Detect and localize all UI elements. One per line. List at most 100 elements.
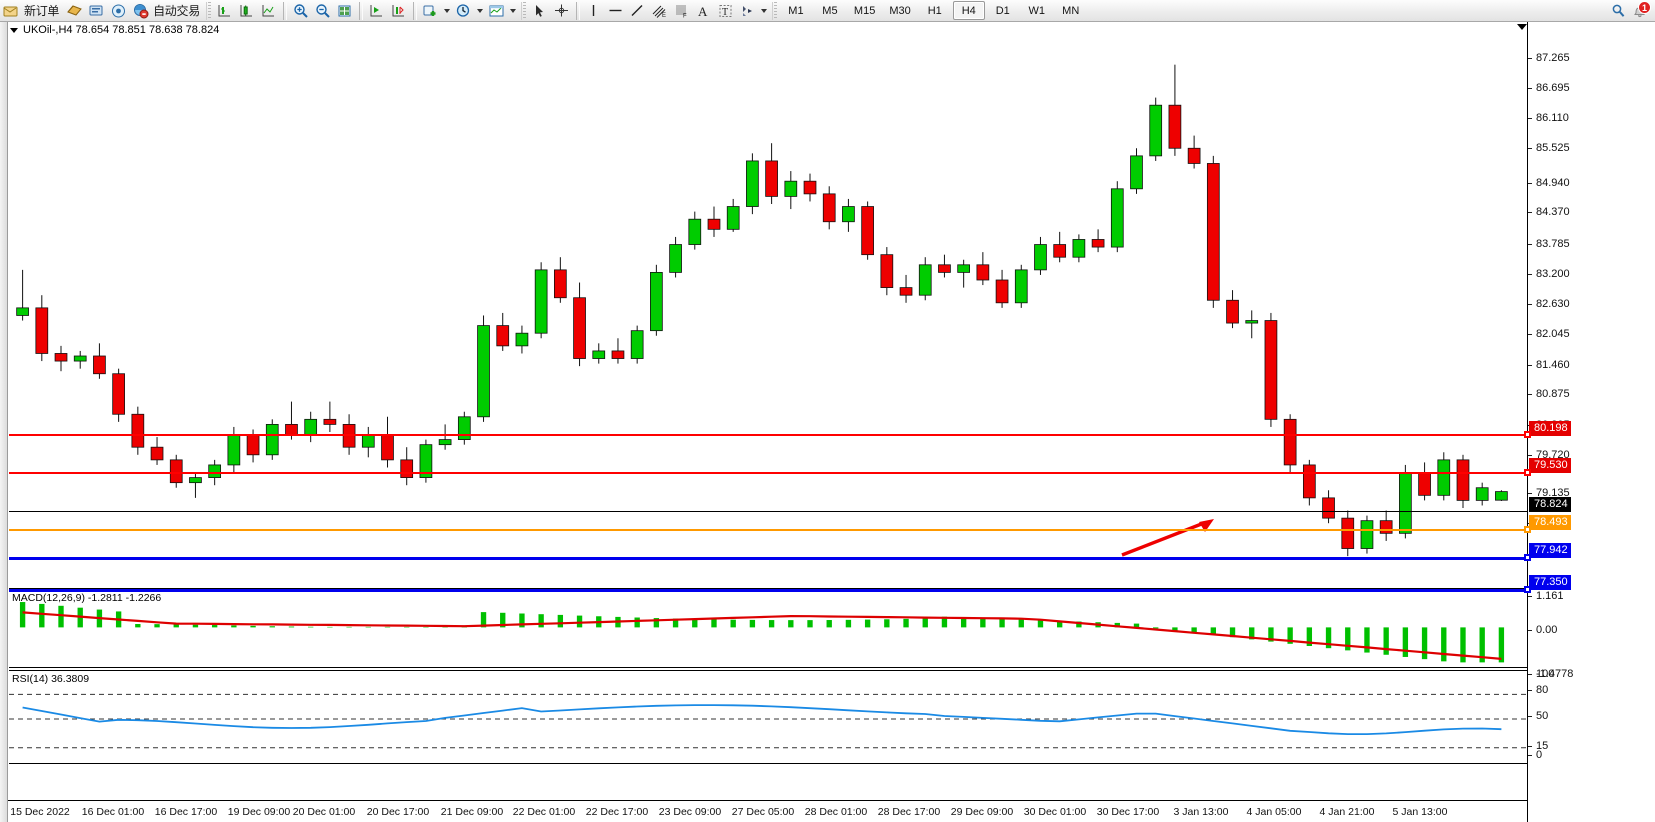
rsi-pane <box>9 693 1526 749</box>
candlestick-chart-icon[interactable] <box>236 1 258 21</box>
level-badge-77942[interactable]: 77.942 <box>1529 543 1571 558</box>
time-tick: 4 Jan 05:00 <box>1246 806 1302 818</box>
time-scale[interactable]: 15 Dec 2022 16 Dec 01:00 16 Dec 17:00 19 De… <box>8 800 1527 822</box>
new-order-icon[interactable] <box>0 1 22 21</box>
data-window-icon[interactable] <box>85 1 107 21</box>
shapes-dropdown-caret[interactable] <box>759 1 770 21</box>
candle-body <box>669 244 682 273</box>
price-scale[interactable]: 87.265 86.695 86.110 85.525 84.940 84.370 83.7… <box>1527 22 1655 822</box>
toolbar-grip-3[interactable] <box>771 1 778 20</box>
level-line-handle[interactable] <box>1524 469 1531 476</box>
autotrading-label[interactable]: 自动交易 <box>153 4 200 18</box>
new-order-label[interactable]: 新订单 <box>24 4 60 18</box>
templates-icon[interactable] <box>486 1 508 21</box>
time-tick: 28 Dec 01:00 <box>804 806 868 818</box>
templates-dropdown-caret[interactable] <box>508 1 519 21</box>
timeframe-button-m30[interactable]: M30 <box>889 4 911 17</box>
text-icon[interactable]: A <box>693 1 715 21</box>
last-price-badge[interactable]: 78.824 <box>1529 497 1571 512</box>
auto-scroll-icon[interactable] <box>388 1 410 21</box>
candle-body <box>842 206 855 223</box>
level-line-handle[interactable] <box>1524 526 1531 533</box>
candle-body <box>707 218 721 230</box>
timeframe-button-mn[interactable]: MN <box>1062 4 1080 17</box>
candle-body <box>457 416 471 440</box>
level-line-handle[interactable] <box>1524 554 1531 561</box>
chart-left-scrollbar[interactable] <box>0 22 8 822</box>
chart-symbol-label: UKOil-,H4 78.654 78.851 78.638 78.824 <box>23 24 220 36</box>
shapes-icon[interactable] <box>737 1 759 21</box>
macd-indicator-label[interactable]: MACD(12,26,9) -1.2811 -1.2266 <box>12 592 162 604</box>
time-tick: 30 Dec 01:00 <box>1023 806 1087 818</box>
chart-symbol-header[interactable]: UKOil-,H4 78.654 78.851 78.638 78.824 <box>10 24 219 36</box>
zoom-in-icon[interactable] <box>290 1 312 21</box>
pane-separator-rsi-bottom <box>9 763 1527 764</box>
macd-pane <box>19 602 1505 663</box>
timeframe-button-m5[interactable]: M5 <box>822 4 838 17</box>
candle-body <box>1456 459 1470 501</box>
vertical-line-icon[interactable] <box>583 1 605 21</box>
timeframe-button-h4[interactable]: H4 <box>952 1 985 20</box>
level-badge-80198[interactable]: 80.198 <box>1529 421 1571 436</box>
equidistant-channel-icon[interactable]: E <box>649 1 671 21</box>
search-icon[interactable] <box>1607 1 1629 21</box>
time-tick: 29 Dec 09:00 <box>950 806 1014 818</box>
candle-body <box>16 307 29 316</box>
level-badge-79530[interactable]: 79.530 <box>1529 458 1571 473</box>
line-chart-icon[interactable] <box>258 1 280 21</box>
chart-shift-icon[interactable] <box>366 1 388 21</box>
candle-body <box>918 264 932 296</box>
time-tick: 28 Dec 17:00 <box>877 806 941 818</box>
candle-body <box>1360 520 1374 549</box>
rsi-scale-tick: 100 <box>1528 669 1554 680</box>
period-clock-icon[interactable] <box>453 1 475 21</box>
trendline-icon[interactable] <box>627 1 649 21</box>
navigator-icon[interactable] <box>107 1 129 21</box>
alerts-bell-icon[interactable]: 1 <box>1629 0 1651 21</box>
time-tick: 22 Dec 17:00 <box>585 806 649 818</box>
indicators-dropdown-caret[interactable] <box>442 1 453 21</box>
rsi-indicator-label[interactable]: RSI(14) 36.3809 <box>12 673 90 685</box>
candle-body <box>784 180 798 197</box>
autotrading-icon[interactable] <box>129 1 151 21</box>
tile-windows-icon[interactable] <box>334 1 356 21</box>
candle-body <box>400 459 414 479</box>
candle-body <box>227 434 241 466</box>
label-icon[interactable]: T <box>715 1 737 21</box>
level-badge-77350[interactable]: 77.350 <box>1529 575 1571 590</box>
timeframe-button-w1[interactable]: W1 <box>1028 4 1045 17</box>
toolbar-separator-3 <box>412 1 417 20</box>
period-dropdown-caret[interactable] <box>475 1 486 21</box>
zoom-out-icon[interactable] <box>312 1 334 21</box>
candle-body <box>1495 491 1508 501</box>
timeframe-button-m15[interactable]: M15 <box>853 4 876 17</box>
level-line-handle[interactable] <box>1524 586 1531 593</box>
fibonacci-icon[interactable]: F <box>671 1 693 21</box>
bar-chart-icon[interactable] <box>214 1 236 21</box>
timeframe-button-m1[interactable]: M1 <box>788 4 804 17</box>
chart-collapse-caret-icon[interactable] <box>1517 24 1527 30</box>
horizontal-line-icon[interactable] <box>605 1 627 21</box>
time-tick: 3 Jan 13:00 <box>1173 806 1229 818</box>
candle-body <box>323 418 337 425</box>
toolbar-grip[interactable] <box>205 1 212 20</box>
toolbar-grip-2[interactable] <box>520 1 527 20</box>
macd-scale-tick: 1.161 <box>1528 591 1564 602</box>
indicators-icon[interactable] <box>420 1 442 21</box>
trend-arrow[interactable] <box>1121 519 1214 557</box>
chart-menu-caret-icon[interactable] <box>10 27 18 33</box>
cursor-icon[interactable] <box>529 1 551 21</box>
candle-body <box>515 332 529 347</box>
profile-icon[interactable] <box>63 1 85 21</box>
candle-body <box>746 160 759 207</box>
timeframe-button-d1[interactable]: D1 <box>995 4 1010 17</box>
time-tick: 22 Dec 01:00 <box>512 806 576 818</box>
timeframe-button-h1[interactable]: H1 <box>927 4 942 17</box>
level-badge-78493[interactable]: 78.493 <box>1529 515 1571 530</box>
candle-body <box>1399 472 1412 534</box>
price-tick: 79.135 <box>1528 488 1570 499</box>
time-tick: 27 Dec 05:00 <box>731 806 795 818</box>
crosshair-icon[interactable] <box>551 1 573 21</box>
main-toolbar: 新订单 自动交易 <box>0 0 1655 22</box>
level-line-handle[interactable] <box>1524 431 1531 438</box>
